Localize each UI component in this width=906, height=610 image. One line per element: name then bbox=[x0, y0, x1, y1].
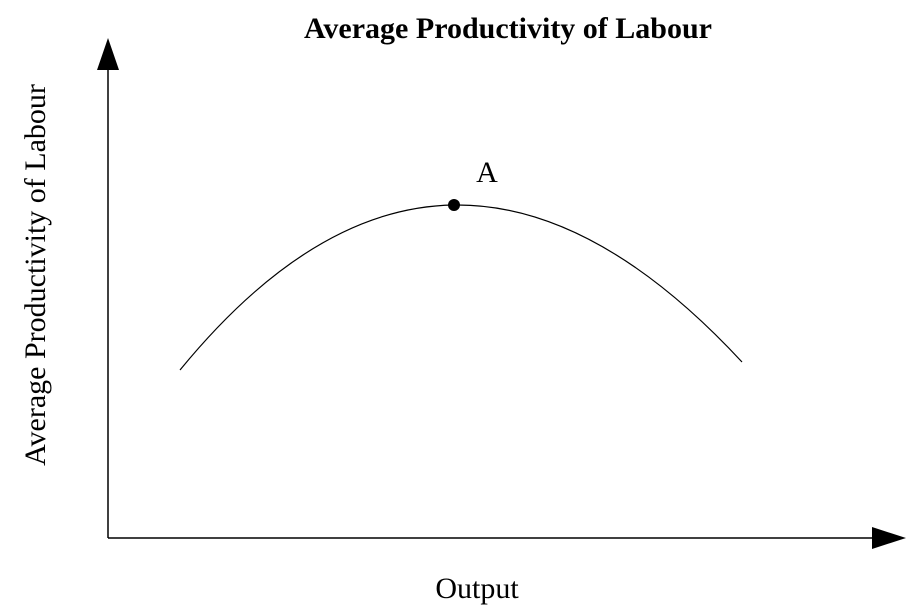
x-axis-label: Output bbox=[435, 572, 519, 605]
y-axis-label: Average Productivity of Labour bbox=[19, 84, 52, 466]
ap-curve bbox=[179, 204, 743, 371]
y-axis-arrow bbox=[97, 38, 119, 70]
title: Average Productivity of Labour bbox=[304, 12, 712, 45]
x-axis-arrow bbox=[872, 527, 906, 549]
point-a bbox=[448, 199, 460, 211]
point-label: A bbox=[476, 156, 498, 189]
